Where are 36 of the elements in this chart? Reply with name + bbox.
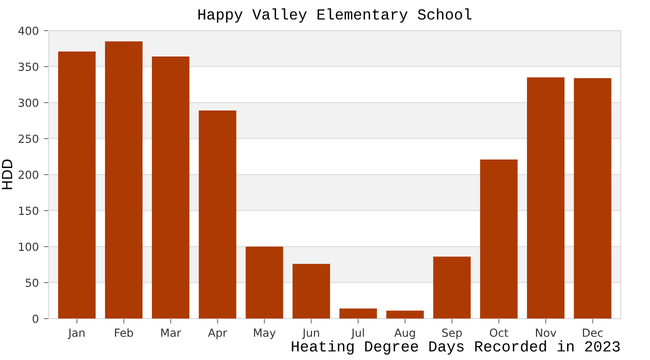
x-tick-label: Jan bbox=[68, 328, 84, 339]
bar bbox=[339, 308, 377, 319]
y-axis-title: HDD bbox=[2, 160, 12, 190]
bar bbox=[292, 264, 330, 319]
y-tick-label: 250 bbox=[18, 134, 38, 143]
x-tick-label: Dec bbox=[582, 328, 603, 337]
x-tick-label: Mar bbox=[161, 328, 182, 337]
x-tick-label: Jun bbox=[302, 328, 320, 339]
x-tick-label: Oct bbox=[490, 328, 508, 337]
chart-title: Happy Valley Elementary School bbox=[198, 8, 472, 23]
x-tick-label: Feb bbox=[115, 328, 133, 337]
bar bbox=[526, 77, 564, 319]
y-tick-label: 50 bbox=[26, 278, 38, 287]
bar bbox=[433, 256, 471, 319]
bar bbox=[386, 310, 424, 319]
y-tick-label: 200 bbox=[18, 170, 38, 179]
y-tick-label: 100 bbox=[19, 242, 38, 251]
x-tick-label: Nov bbox=[536, 328, 556, 337]
bar bbox=[152, 56, 190, 319]
x-axis-title: Heating Degree Days Recorded in 2023 bbox=[292, 340, 620, 355]
y-tick-label: 400 bbox=[18, 26, 38, 35]
bar bbox=[574, 78, 612, 319]
x-tick-label: Sep bbox=[442, 328, 462, 340]
bar bbox=[58, 51, 96, 319]
x-tick-label: Jul bbox=[350, 328, 364, 339]
x-tick-label: Aug bbox=[394, 328, 415, 340]
y-tick-label: 300 bbox=[18, 98, 38, 107]
y-tick-label: 150 bbox=[19, 206, 38, 215]
y-tick-label: 0 bbox=[32, 314, 38, 323]
bar bbox=[198, 110, 236, 319]
bar bbox=[105, 41, 143, 319]
y-tick-label: 350 bbox=[18, 62, 38, 71]
bar bbox=[246, 246, 284, 319]
bar bbox=[480, 159, 518, 319]
x-tick-label: May bbox=[254, 328, 276, 340]
x-tick-label: Apr bbox=[208, 328, 228, 340]
